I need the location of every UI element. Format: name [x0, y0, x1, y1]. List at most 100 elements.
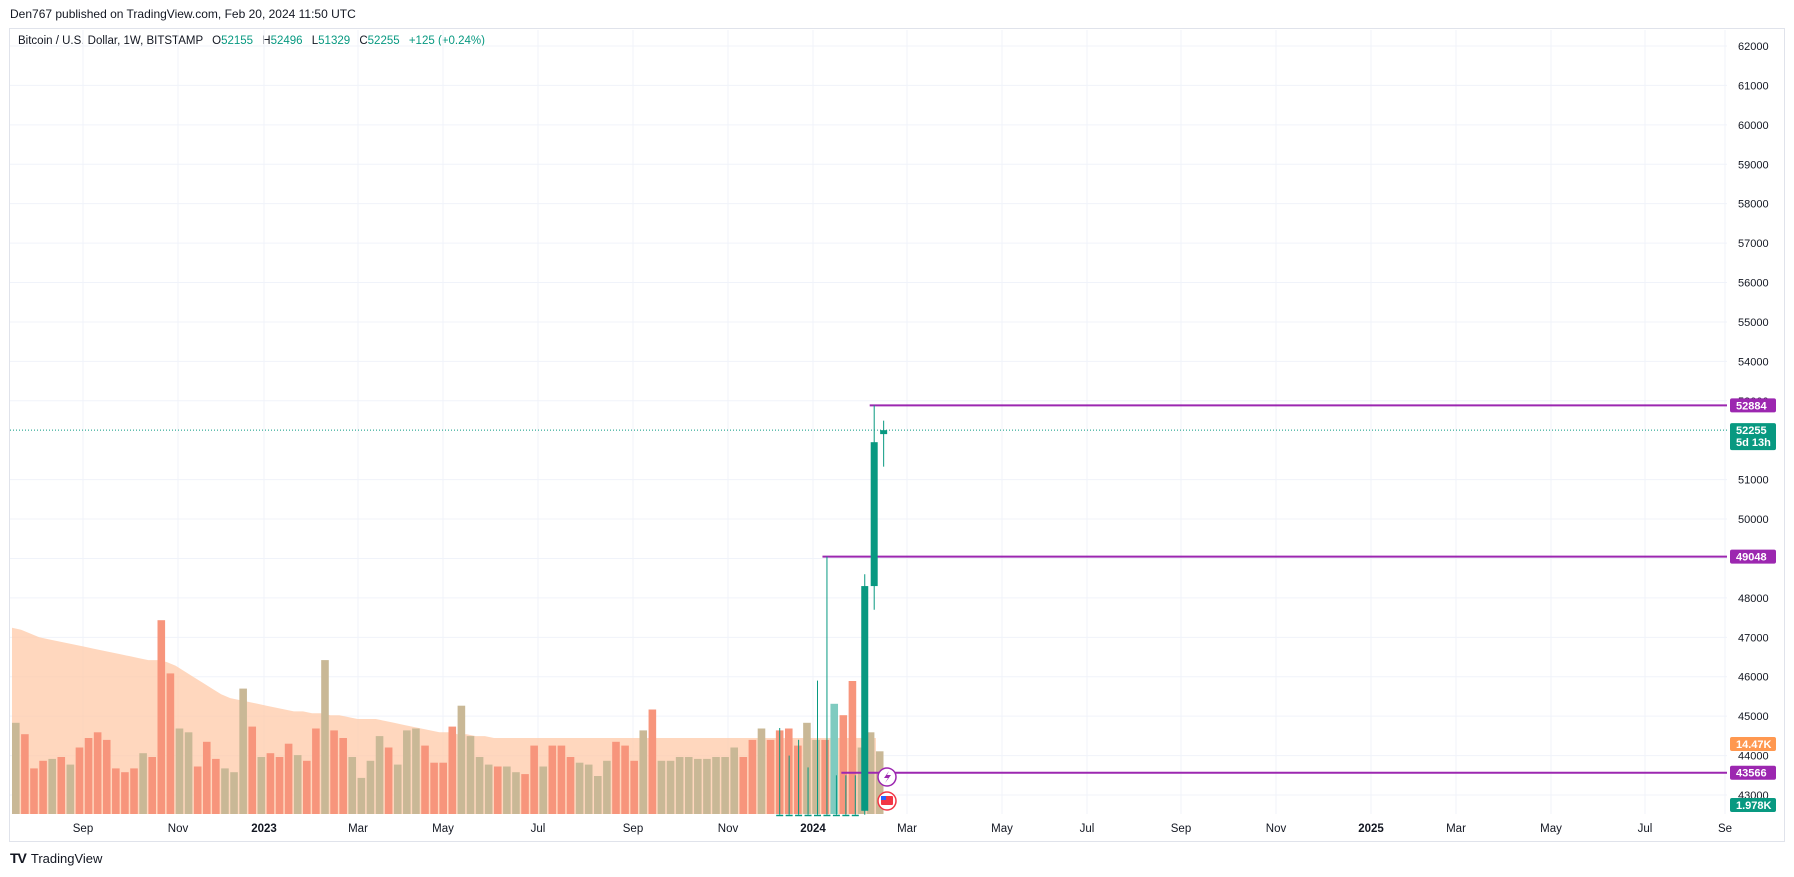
volume-bar [39, 760, 47, 814]
level-label-bg [1730, 398, 1776, 413]
volume-bar [703, 758, 711, 814]
volume-pane [12, 620, 884, 814]
volume-bar [794, 745, 802, 814]
candle-body [776, 814, 784, 817]
level-label: 43566 [1736, 768, 1767, 780]
volume-bar [675, 757, 684, 814]
chart-legend: Bitcoin / U.S. Dollar, 1W, BITSTAMP O521… [18, 35, 485, 47]
volume-bar [684, 757, 693, 814]
candle-body [832, 814, 840, 817]
volume-bar [48, 758, 56, 814]
legend-close-label: C [359, 35, 368, 47]
volume-bar [548, 745, 557, 814]
time-tick-label: Jul [1638, 823, 1653, 835]
volume-bar [221, 768, 229, 814]
price-tick-label: 46000 [1738, 672, 1769, 684]
volume-bar [739, 757, 748, 814]
volume-bar [93, 732, 102, 814]
price-tick-label: 55000 [1738, 317, 1769, 329]
level-label-bg [1730, 549, 1776, 564]
volume-bar [503, 766, 511, 814]
volume-bar [266, 753, 275, 814]
volume-bar [348, 757, 357, 814]
volume-bar [766, 739, 775, 814]
volume-bar [457, 705, 466, 814]
time-tick-label: Jul [531, 823, 546, 835]
volume-bar [566, 757, 575, 814]
legend-change: +125 (+0.24%) [408, 35, 485, 47]
price-tick-label: 61000 [1738, 80, 1769, 92]
candle-body [804, 814, 812, 817]
volume-bar [848, 681, 857, 814]
time-tick-label: Sep [623, 823, 643, 835]
volume-ma-label-bg [1730, 737, 1776, 751]
volume-bar [166, 673, 175, 814]
volume-bar [466, 736, 475, 814]
time-tick-label: Sep [73, 823, 93, 835]
volume-bar [102, 739, 111, 814]
volume-axis-label-bg [1730, 798, 1776, 812]
candle-body [842, 814, 850, 817]
volume-bar [21, 734, 29, 814]
last-price-label: 52255 [1736, 425, 1767, 437]
price-tick-label: 51000 [1738, 475, 1769, 487]
volume-bar [284, 743, 293, 814]
time-axis: Sep Nov 2023 Mar May Jul Sep Nov 2024 Mar May Jul Se… [73, 823, 1732, 835]
volume-bar [757, 728, 766, 814]
volume-bar [330, 730, 338, 814]
volume-bar [730, 747, 738, 814]
volume-bar [121, 772, 129, 814]
candle-body [851, 814, 859, 817]
price-tick-label: 60000 [1738, 120, 1769, 132]
volume-bar [130, 768, 138, 814]
price-tick-label: 62000 [1738, 41, 1769, 53]
volume-bar [239, 688, 247, 814]
volume-bar [148, 757, 156, 814]
legend-low: 51329 [318, 35, 351, 47]
volume-bar [57, 757, 66, 814]
us-flag-canton-icon [881, 796, 886, 800]
volume-bar [66, 764, 75, 814]
volume-bar [694, 758, 702, 814]
volume-bar [403, 730, 411, 814]
volume-bar [657, 760, 666, 814]
volume-bar [839, 715, 848, 814]
volume-bar [557, 745, 566, 814]
legend-open: 52155 [221, 35, 254, 47]
price-tick-label: 45000 [1738, 711, 1769, 723]
candle-body [814, 814, 821, 817]
legend-open-label: O [212, 35, 222, 47]
tradingview-brand[interactable]: TV TradingView [10, 850, 102, 866]
volume-bar [621, 745, 629, 814]
volume-bar [230, 772, 238, 814]
candle-body [870, 442, 878, 587]
volume-bar [75, 747, 84, 814]
candles [776, 405, 888, 817]
volume-bar [275, 757, 284, 814]
volume-bar [530, 745, 538, 814]
tradingview-logo-icon: TV [10, 850, 27, 866]
level-label: 49048 [1736, 552, 1767, 564]
price-tick-label: 48000 [1738, 593, 1769, 605]
volume-bar [175, 728, 184, 814]
volume-bar [393, 764, 402, 814]
volume-bar [830, 703, 839, 814]
price-tick-label: 56000 [1738, 278, 1769, 290]
candle-body [785, 814, 793, 817]
time-tick-label: May [1540, 823, 1562, 835]
volume-bar [648, 709, 657, 814]
volume-bar [30, 768, 38, 814]
legend-close: 52255 [367, 35, 400, 47]
volume-bar [193, 766, 202, 814]
volume-bar [603, 760, 611, 814]
last-price-bg [1730, 423, 1776, 451]
volume-bar [366, 760, 375, 814]
volume-bar [721, 757, 729, 814]
price-tick-label: 54000 [1738, 356, 1769, 368]
volume-bar [212, 758, 220, 814]
candle-body [823, 814, 831, 817]
volume-bar [257, 757, 266, 814]
volume-ma-label: 14.47K [1736, 739, 1772, 751]
volume-bar [594, 776, 602, 814]
